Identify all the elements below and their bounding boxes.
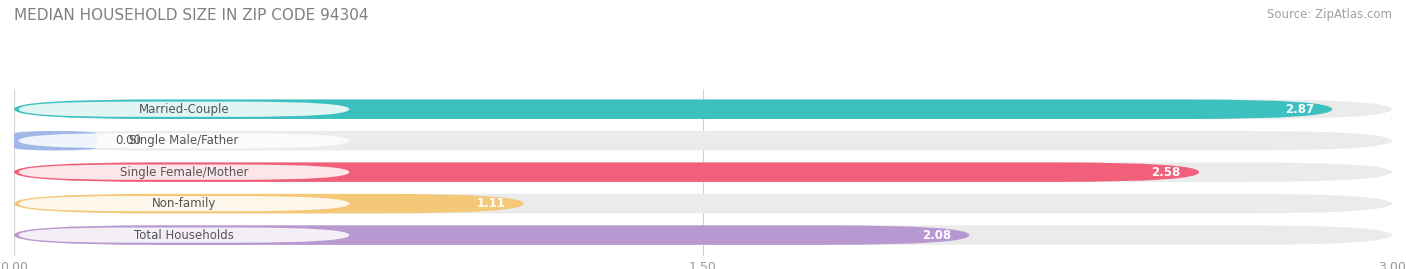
FancyBboxPatch shape [14, 131, 97, 150]
FancyBboxPatch shape [14, 100, 1392, 119]
FancyBboxPatch shape [14, 131, 1392, 150]
Text: Source: ZipAtlas.com: Source: ZipAtlas.com [1267, 8, 1392, 21]
Text: 2.58: 2.58 [1152, 166, 1181, 179]
FancyBboxPatch shape [14, 162, 1392, 182]
FancyBboxPatch shape [18, 133, 349, 148]
FancyBboxPatch shape [18, 228, 349, 243]
Text: 2.08: 2.08 [922, 229, 950, 242]
FancyBboxPatch shape [14, 225, 1392, 245]
FancyBboxPatch shape [14, 100, 1333, 119]
FancyBboxPatch shape [14, 225, 969, 245]
Text: 0.00: 0.00 [115, 134, 141, 147]
Text: 1.11: 1.11 [477, 197, 506, 210]
FancyBboxPatch shape [18, 196, 349, 211]
FancyBboxPatch shape [18, 165, 349, 180]
Text: Single Male/Father: Single Male/Father [129, 134, 239, 147]
Text: 2.87: 2.87 [1285, 103, 1313, 116]
FancyBboxPatch shape [14, 194, 1392, 213]
Text: Married-Couple: Married-Couple [139, 103, 229, 116]
Text: Single Female/Mother: Single Female/Mother [120, 166, 249, 179]
FancyBboxPatch shape [14, 162, 1199, 182]
Text: MEDIAN HOUSEHOLD SIZE IN ZIP CODE 94304: MEDIAN HOUSEHOLD SIZE IN ZIP CODE 94304 [14, 8, 368, 23]
FancyBboxPatch shape [14, 194, 524, 213]
Text: Total Households: Total Households [134, 229, 233, 242]
Text: Non-family: Non-family [152, 197, 217, 210]
FancyBboxPatch shape [18, 102, 349, 117]
